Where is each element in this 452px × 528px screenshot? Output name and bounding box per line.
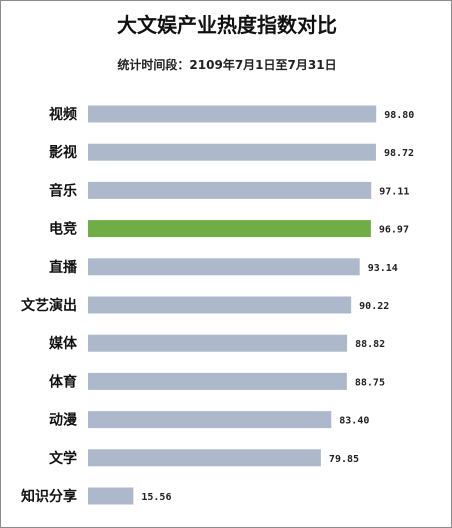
value-label: 88.75 [355, 377, 385, 388]
bar [88, 372, 347, 390]
category-label: 音乐 [49, 182, 77, 199]
bar [88, 143, 376, 161]
value-label: 97.11 [379, 186, 409, 197]
value-label: 15.56 [141, 492, 171, 503]
chart-title: 大文娱产业热度指数对比 [117, 13, 337, 37]
category-label: 动漫 [49, 412, 78, 429]
category-label: 影视 [49, 144, 77, 161]
value-label: 90.22 [359, 301, 389, 312]
bar [88, 105, 377, 123]
category-label: 知识分享 [21, 488, 77, 505]
bar [88, 411, 332, 429]
value-label: 98.80 [384, 110, 414, 121]
value-label: 96.97 [379, 225, 409, 236]
bar [88, 449, 321, 467]
category-label: 文艺演出 [21, 297, 77, 314]
value-label: 79.85 [329, 454, 359, 465]
bar [88, 296, 352, 314]
value-label: 88.82 [355, 339, 385, 350]
chart-subtitle: 统计时间段：2109年7月1日至7月31日 [117, 58, 337, 72]
category-label: 电竞 [49, 221, 77, 238]
category-label: 体育 [49, 373, 77, 390]
highlighted-bar [88, 220, 371, 238]
value-label: 83.40 [339, 416, 369, 427]
value-label: 93.14 [368, 263, 398, 274]
category-label: 直播 [49, 259, 78, 276]
bar [88, 181, 372, 199]
bar [88, 334, 348, 352]
bar [88, 258, 360, 276]
category-label: 媒体 [48, 335, 78, 352]
value-label: 98.72 [384, 148, 414, 159]
category-label: 视频 [49, 106, 77, 123]
category-label: 文学 [49, 450, 77, 467]
bar [88, 487, 134, 505]
